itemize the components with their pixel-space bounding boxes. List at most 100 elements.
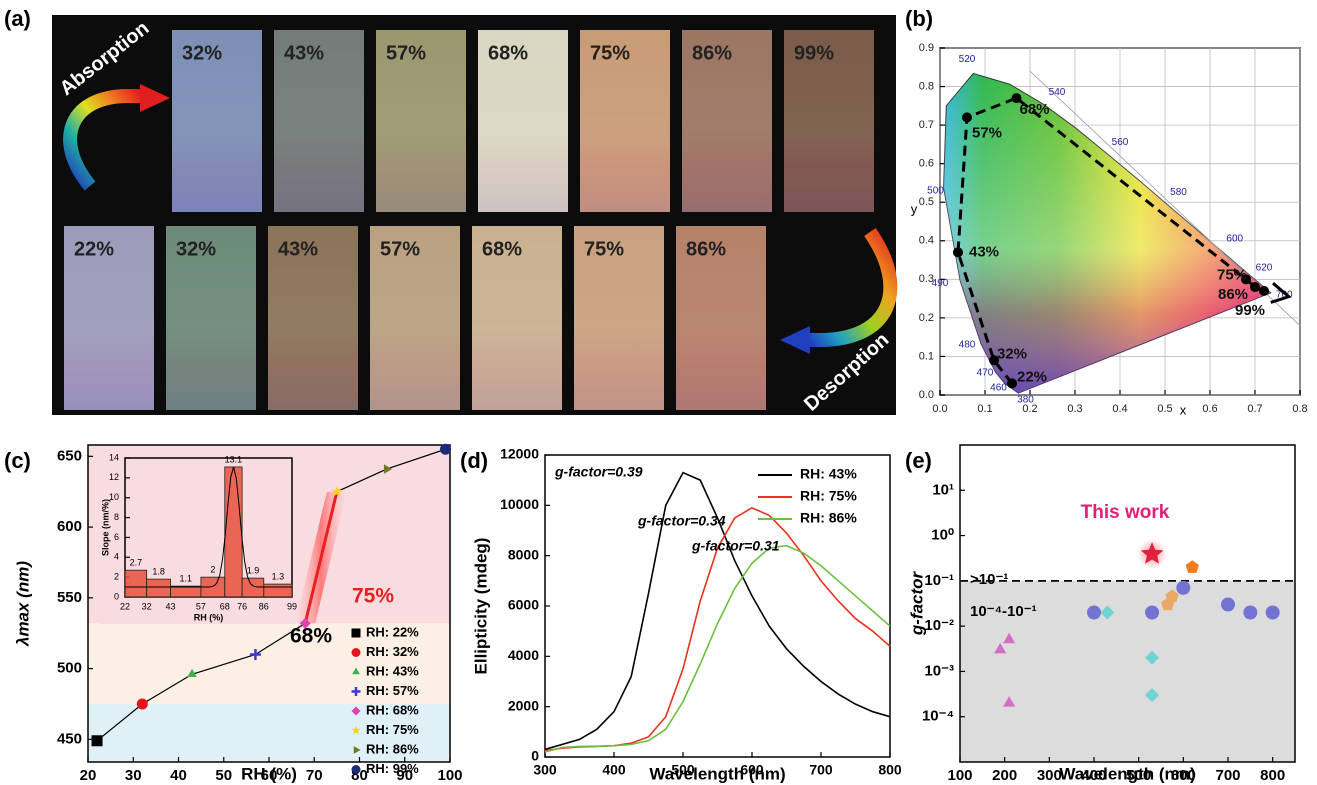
data-point xyxy=(1007,378,1017,388)
x-tick-label: 0.8 xyxy=(1292,403,1307,415)
point-label: 68% xyxy=(1019,101,1049,118)
y-axis-title: Slope (nm/%) xyxy=(100,499,110,556)
x-tick-label: 99 xyxy=(287,601,297,611)
marker xyxy=(1266,606,1280,620)
panel-label: (b) xyxy=(905,6,933,31)
legend-label: RH: 22% xyxy=(366,624,419,639)
y-tick-label: 2 xyxy=(114,572,119,582)
panel-label: (e) xyxy=(905,448,932,473)
marker xyxy=(1087,606,1101,620)
annotation: >10⁻¹ xyxy=(970,571,1008,588)
x-tick-label: 100 xyxy=(947,767,972,784)
marker xyxy=(1176,581,1190,595)
y-tick-label: 0.2 xyxy=(919,312,934,324)
tile-label: 43% xyxy=(278,238,318,260)
tile-label: 57% xyxy=(380,238,420,260)
legend-label: RH: 75% xyxy=(366,722,419,737)
y-tick-label: 0 xyxy=(531,748,539,764)
x-tick-label: 76 xyxy=(237,601,247,611)
panel-label: (a) xyxy=(4,6,31,31)
data-point xyxy=(962,112,972,122)
y-tick-label: 8000 xyxy=(508,546,539,562)
legend-marker xyxy=(352,629,361,638)
panel-label: (c) xyxy=(4,448,31,473)
tile-label: 22% xyxy=(74,238,114,260)
x-tick-label: 0.4 xyxy=(1112,403,1127,415)
y-tick-label: 10⁻³ xyxy=(924,662,954,679)
y-tick-label: 0.5 xyxy=(919,196,934,208)
point-label: 86% xyxy=(1218,286,1248,303)
histogram-bar xyxy=(225,467,242,597)
point-label: 32% xyxy=(997,345,1027,362)
wavelength-label: 490 xyxy=(932,278,949,289)
x-tick-label: 40 xyxy=(170,767,187,784)
y-tick-label: 0.6 xyxy=(919,158,934,170)
y-tick-label: 550 xyxy=(57,589,82,606)
marker xyxy=(1221,598,1235,612)
x-tick-label: 0.1 xyxy=(977,403,992,415)
bar-value-label: 1.9 xyxy=(247,566,260,576)
data-point xyxy=(1259,286,1269,296)
x-tick-label: 200 xyxy=(992,767,1017,784)
x-tick-label: 800 xyxy=(878,762,902,778)
tile-label: 75% xyxy=(584,238,624,260)
y-tick-label: 0.0 xyxy=(919,389,934,401)
marker xyxy=(1186,560,1199,573)
x-tick-label: 43 xyxy=(166,601,176,611)
wavelength-label: 460 xyxy=(990,383,1007,394)
y-tick-label: 0.8 xyxy=(919,80,934,92)
y-tick-label: 10¹ xyxy=(932,481,954,498)
x-tick-label: 20 xyxy=(80,767,97,784)
legend-label: RH: 86% xyxy=(800,510,857,526)
wavelength-label: 470 xyxy=(977,367,994,378)
page: {"chart_data":[ {"type":"photo-grid","la… xyxy=(0,0,1317,785)
wavelength-label: 620 xyxy=(1256,262,1273,273)
x-tick-label: 68 xyxy=(220,601,230,611)
y-axis-title: y xyxy=(911,201,918,216)
x-tick-label: 400 xyxy=(602,762,626,778)
tile-label: 68% xyxy=(482,238,522,260)
x-tick-label: 30 xyxy=(125,767,142,784)
y-tick-label: 2000 xyxy=(508,697,539,713)
x-axis-title: RH (%) xyxy=(241,764,297,783)
marker xyxy=(1243,606,1257,620)
marker xyxy=(92,735,103,746)
wavelength-label: 500 xyxy=(927,185,944,196)
legend-label: RH: 86% xyxy=(366,741,419,756)
x-axis-title: x xyxy=(1180,402,1187,417)
marker xyxy=(440,444,451,455)
legend-label: RH: 68% xyxy=(366,702,419,717)
x-tick-label: 57 xyxy=(196,601,206,611)
legend-label: RH: 99% xyxy=(366,761,419,776)
point-label: 57% xyxy=(972,124,1002,141)
y-tick-label: 4000 xyxy=(508,647,539,663)
x-tick-label: 100 xyxy=(437,767,462,784)
line xyxy=(545,546,890,752)
y-tick-label: 6 xyxy=(114,532,119,542)
y-tick-label: 600 xyxy=(57,518,82,535)
locus-shade xyxy=(944,73,1271,393)
tile-label: 75% xyxy=(590,42,630,64)
wavelength-label: 600 xyxy=(1226,233,1243,244)
wavelength-label: 560 xyxy=(1112,137,1129,148)
y-tick-label: 10000 xyxy=(500,496,539,512)
y-tick-label: 10⁻¹ xyxy=(924,572,954,589)
data-point xyxy=(1250,282,1260,292)
x-axis-title: Wavelength (nm) xyxy=(649,764,785,783)
x-tick-label: 700 xyxy=(809,762,833,778)
marker xyxy=(1145,606,1159,620)
point-label: 75% xyxy=(1217,266,1247,283)
histogram-bar xyxy=(242,578,264,597)
x-tick-label: 0.0 xyxy=(932,403,947,415)
bar-value-label: 13.1 xyxy=(225,454,243,464)
histogram-bar xyxy=(147,579,171,597)
x-tick-label: 800 xyxy=(1260,767,1285,784)
point-label: 43% xyxy=(969,243,999,260)
annotation: g-factor=0.34 xyxy=(637,513,726,529)
x-tick-label: 0.5 xyxy=(1157,403,1172,415)
tile-label: 32% xyxy=(176,238,216,260)
y-tick-label: 10 xyxy=(109,492,119,502)
wavelength-label: 540 xyxy=(1049,87,1066,98)
histogram-bar xyxy=(125,570,147,597)
x-tick-label: 0.3 xyxy=(1067,403,1082,415)
